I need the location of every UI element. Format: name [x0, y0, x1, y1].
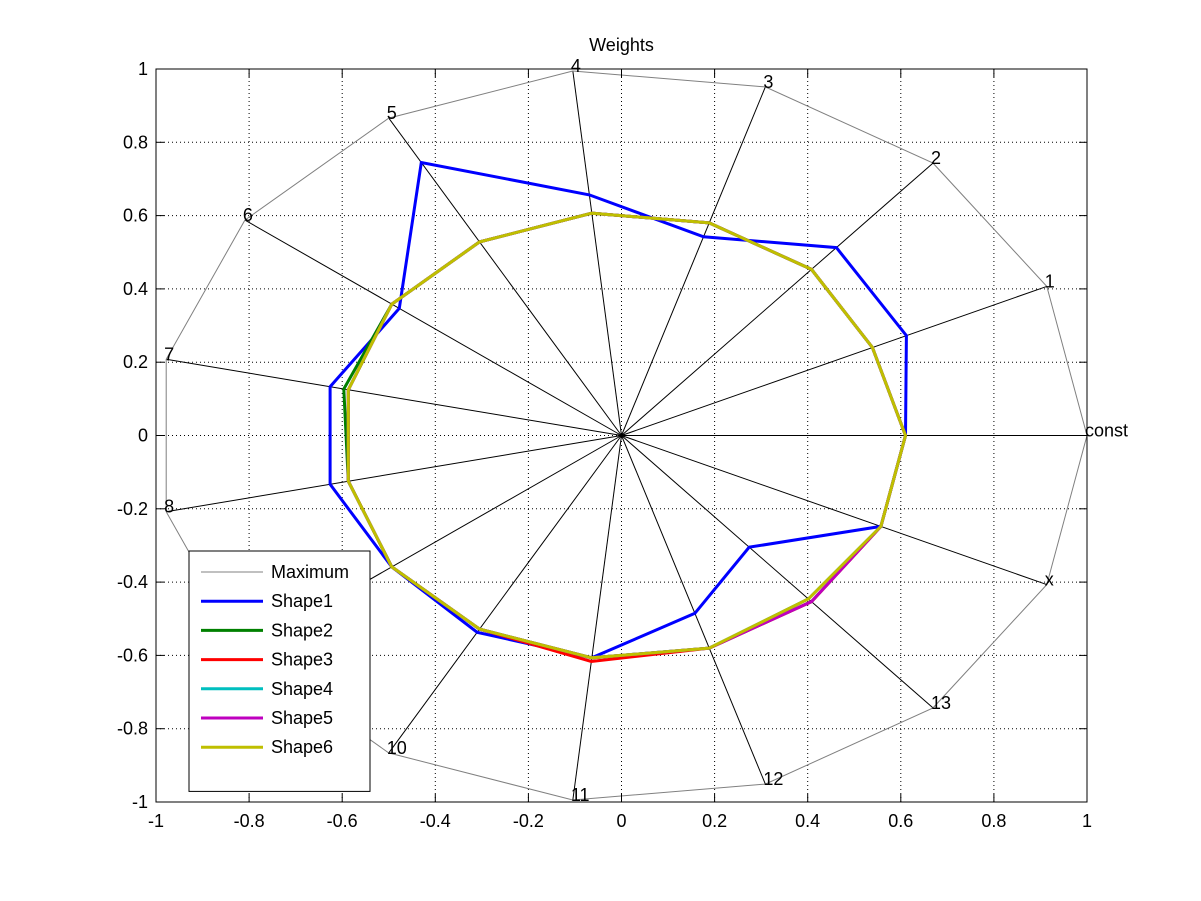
legend-label: Shape4 [271, 679, 333, 699]
radar-series [165, 70, 1088, 801]
spoke-label: 5 [387, 103, 397, 123]
x-tick-label: 0 [616, 811, 626, 831]
radar-spoke [572, 70, 622, 436]
legend-label: Maximum [271, 562, 349, 582]
spoke-label: 2 [931, 148, 941, 168]
series-shape1 [328, 160, 908, 660]
radar-spoke [621, 285, 1047, 436]
radar-spoke [388, 117, 622, 436]
spoke-label: 11 [571, 785, 590, 805]
radar-spoke [621, 435, 934, 709]
radar-spoke [572, 435, 622, 801]
radar-spokes [166, 70, 1087, 801]
x-tick-label: 0.2 [702, 811, 727, 831]
y-tick-label: 0 [138, 426, 148, 446]
series-shape6 [346, 211, 908, 660]
x-tick-label: 0.8 [981, 811, 1006, 831]
x-tick-label: -0.8 [234, 811, 265, 831]
radar-spoke [388, 435, 622, 754]
spoke-label: const [1085, 421, 1128, 441]
y-tick-label: 1 [138, 59, 148, 79]
legend-label: Shape1 [271, 591, 333, 611]
series-maximum [165, 70, 1088, 801]
y-tick-label: -1 [132, 792, 148, 812]
spoke-label: x [1045, 570, 1054, 590]
y-tick-label: 0.6 [123, 206, 148, 226]
y-tick-label: 0.4 [123, 279, 148, 299]
spoke-label: 1 [1045, 271, 1055, 291]
y-tick-label: -0.8 [117, 719, 148, 739]
y-tick-label: -0.2 [117, 499, 148, 519]
chart-title: Weights [589, 35, 654, 55]
radar-spoke [621, 162, 934, 436]
legend-box [188, 550, 371, 792]
x-tick-label: 0.4 [795, 811, 820, 831]
legend-label: Shape5 [271, 708, 333, 728]
spoke-label: 12 [763, 769, 783, 789]
x-tick-label: -0.4 [420, 811, 451, 831]
radar-spoke [621, 435, 766, 785]
spoke-label: 10 [387, 738, 407, 758]
radar-spoke [244, 219, 622, 436]
x-tick-label: 1 [1082, 811, 1092, 831]
legend: Maximum Shape1 Shape2 Shape3 Shape4 Shape5 Sha… [188, 550, 371, 792]
radar-spoke [166, 435, 622, 513]
legend-label: Shape2 [271, 620, 333, 640]
legend-label: Shape3 [271, 650, 333, 670]
x-tick-label: -0.6 [327, 811, 358, 831]
y-tick-label: -0.6 [117, 645, 148, 665]
x-tick-label: -0.2 [513, 811, 544, 831]
x-tick-label: 0.6 [888, 811, 913, 831]
y-tick-label: -0.4 [117, 572, 148, 592]
spoke-label: 8 [164, 497, 174, 517]
y-tick-label: 0.8 [123, 132, 148, 152]
y-tick-label: 0.2 [123, 352, 148, 372]
spoke-label: 4 [571, 56, 581, 76]
radar-spoke [621, 435, 1047, 586]
spoke-label: 3 [763, 72, 773, 92]
x-tick-label: -1 [148, 811, 164, 831]
axis-ticks: -1 -0.8 -0.6 -0.4 -0.2 0 0.2 0.4 0.6 0.8 110.80.60… [117, 59, 1092, 831]
spoke-label: 6 [243, 205, 253, 225]
radar-spoke [621, 86, 766, 436]
radar-spoke [166, 358, 622, 436]
legend-label: Shape6 [271, 737, 333, 757]
spoke-label: 7 [164, 344, 174, 364]
spoke-label: 13 [931, 693, 951, 713]
